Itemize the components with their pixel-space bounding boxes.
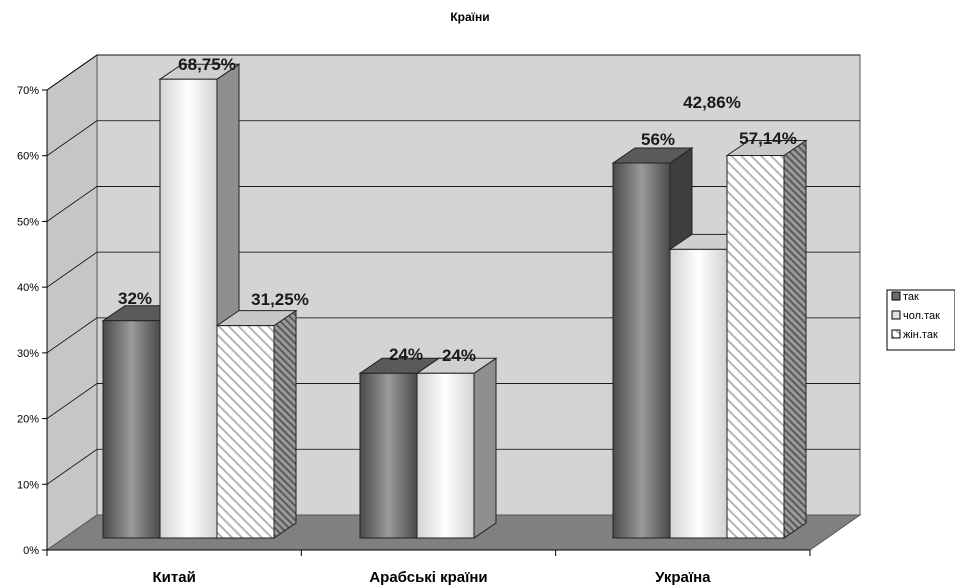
x-category-label: Україна <box>655 569 711 586</box>
y-axis: 0% 10% 20% 30% 40% 50% 60% 70% <box>17 85 48 557</box>
x-category-label: Китай <box>153 569 196 586</box>
gridline-side <box>46 251 98 288</box>
x-axis: Китай Арабські країни Україна <box>46 549 811 586</box>
bar-front <box>216 325 275 539</box>
gridline-side <box>46 448 98 485</box>
bar-side <box>783 139 807 539</box>
data-label: 24% <box>442 346 476 365</box>
bar-3-1 <box>215 309 298 539</box>
legend: так чол.так жін.так <box>886 289 955 351</box>
gridline-side <box>46 383 98 419</box>
bar-front <box>612 162 671 539</box>
bar-side <box>473 357 497 539</box>
y-tick-label: 70% <box>17 85 39 97</box>
bar-side <box>273 309 297 539</box>
y-tick-label: 50% <box>17 216 39 228</box>
legend-swatch <box>891 329 901 339</box>
legend-swatch <box>891 310 901 320</box>
bar-front <box>726 155 785 539</box>
y-tick-label: 0% <box>23 545 39 557</box>
legend-label: жін.так <box>903 329 938 341</box>
bar-2-2 <box>415 357 498 539</box>
bars <box>101 63 808 539</box>
bar-front <box>102 320 161 539</box>
gridline-side <box>46 54 98 91</box>
data-label: 24% <box>389 345 423 364</box>
chart-title: Країни <box>450 10 489 24</box>
gridline-side <box>46 317 98 354</box>
y-tick-label: 10% <box>17 479 39 491</box>
side-wall <box>46 54 98 551</box>
data-label: 32% <box>118 289 152 308</box>
legend-swatch <box>891 291 901 301</box>
data-label: 57,14% <box>739 129 797 148</box>
data-label: 42,86% <box>683 93 741 112</box>
data-label: 31,25% <box>251 290 309 309</box>
y-tick-label: 60% <box>17 151 39 163</box>
legend-label: так <box>903 291 919 303</box>
bar-front <box>416 372 475 539</box>
y-tick-label: 30% <box>17 348 39 360</box>
bar-front <box>159 78 218 539</box>
gridline-side <box>46 120 98 157</box>
bar-front <box>359 372 418 539</box>
legend-label: чол.так <box>903 310 940 322</box>
gridline-side <box>46 186 98 222</box>
y-tick-label: 20% <box>17 414 39 426</box>
data-label: 56% <box>641 130 675 149</box>
y-tick-label: 40% <box>17 282 39 294</box>
data-label: 68,75% <box>178 55 236 74</box>
bar-3-3 <box>725 139 808 539</box>
data-labels: 32% 24% 56% 68,75% 24% 42,86% 31,25% 57,14% <box>118 55 797 365</box>
bar-front <box>669 248 728 539</box>
x-category-label: Арабські країни <box>369 569 487 586</box>
